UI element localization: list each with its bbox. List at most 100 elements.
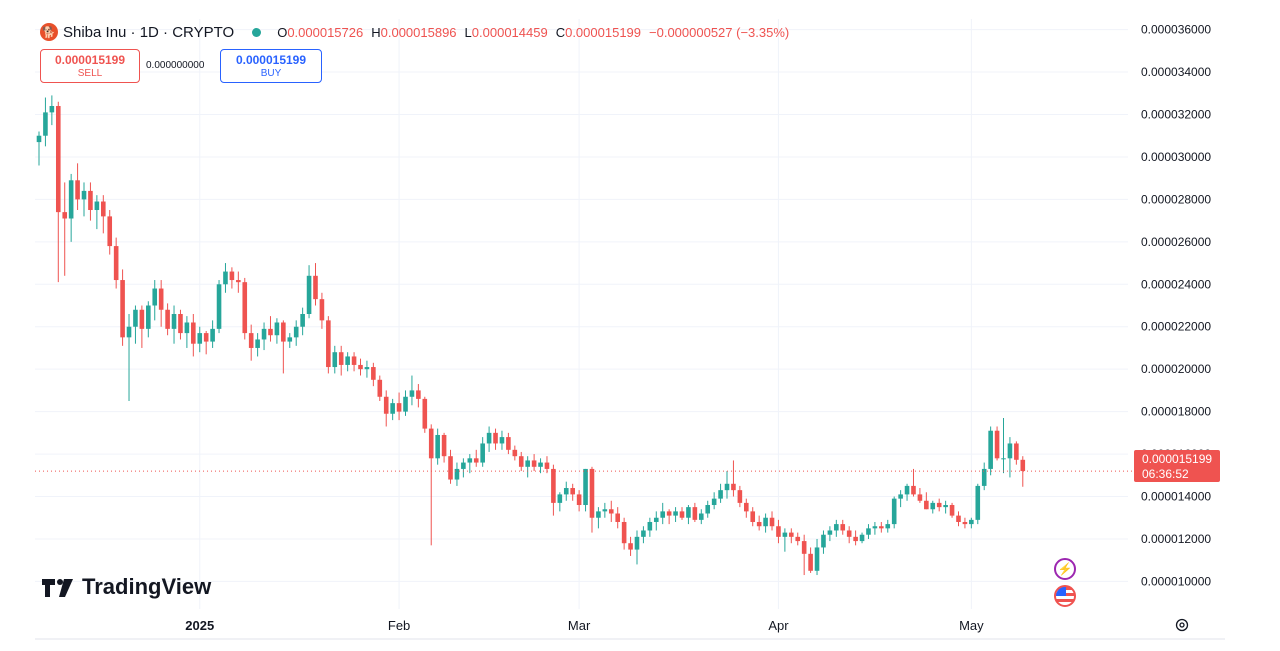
candle xyxy=(364,360,370,378)
candle xyxy=(43,97,48,147)
symbol-title[interactable]: Shiba Inu · 1D · CRYPTO xyxy=(63,23,235,41)
us-flag-icon[interactable] xyxy=(1054,585,1076,607)
candle-body xyxy=(203,333,209,342)
candle-body xyxy=(499,437,505,444)
candle-body xyxy=(692,507,698,520)
candle xyxy=(255,333,260,357)
candle xyxy=(165,303,170,336)
candle xyxy=(949,502,955,518)
candle xyxy=(223,263,228,293)
candle xyxy=(210,320,215,348)
candle-body xyxy=(165,309,170,329)
candle-body xyxy=(435,434,440,459)
candle xyxy=(885,519,891,533)
candle xyxy=(416,384,421,408)
candle xyxy=(338,345,344,376)
candle-body xyxy=(776,526,781,537)
candle xyxy=(88,182,93,221)
open-label: O xyxy=(277,24,288,40)
candle-body xyxy=(718,490,723,499)
candle-body xyxy=(313,275,318,300)
buy-button[interactable]: 0.000015199 BUY xyxy=(220,49,322,83)
y-tick-label: 0.000014000 xyxy=(1141,490,1211,504)
gear-icon[interactable] xyxy=(1174,617,1190,633)
candle-body xyxy=(821,534,826,548)
candle-body xyxy=(332,352,338,368)
candle-body xyxy=(152,288,158,306)
candle-body xyxy=(171,314,177,329)
candle xyxy=(101,195,106,234)
candle xyxy=(461,458,466,478)
candle-body xyxy=(975,485,981,520)
candle-body xyxy=(377,379,383,397)
candle-body xyxy=(969,519,974,525)
candle-body xyxy=(551,468,556,503)
candle xyxy=(821,530,826,554)
candle-body xyxy=(493,432,498,444)
candle-body xyxy=(711,498,717,506)
time-axis[interactable]: 2025 Feb Mar Apr May xyxy=(185,618,984,633)
candle-body xyxy=(673,511,678,516)
candle-body xyxy=(101,201,106,217)
candle xyxy=(261,322,267,351)
x-tick-label: Apr xyxy=(768,618,789,633)
candle-body xyxy=(660,511,666,518)
candle-body xyxy=(300,314,305,327)
candle-body xyxy=(885,524,891,529)
candle-body xyxy=(338,352,344,365)
candle xyxy=(396,392,402,421)
candle xyxy=(936,498,942,512)
symbol-legend: 🐕 Shiba Inu · 1D · CRYPTO O 0.000015726 H… xyxy=(40,22,789,42)
candle xyxy=(731,460,736,497)
candle xyxy=(518,451,524,472)
candle xyxy=(428,424,434,546)
candle-body xyxy=(872,526,878,529)
candle xyxy=(641,526,646,544)
candle-body xyxy=(531,460,537,467)
candle-body xyxy=(782,532,788,537)
sell-button[interactable]: 0.000015199 SELL xyxy=(40,49,140,83)
candle-body xyxy=(563,488,569,495)
candle xyxy=(49,95,55,126)
candle-body xyxy=(789,532,794,537)
candle-body xyxy=(924,500,929,510)
change-value: −0.000000527 (−3.35%) xyxy=(649,24,790,40)
candle xyxy=(801,534,807,576)
candle xyxy=(351,352,357,372)
candle-body xyxy=(795,536,801,542)
candle-body xyxy=(583,468,588,506)
candle xyxy=(313,263,318,306)
candle-body xyxy=(589,468,595,518)
price-axis[interactable]: 0.000036000 0.000034000 0.000032000 0.00003… xyxy=(1141,23,1211,589)
candle xyxy=(81,182,87,217)
candle xyxy=(975,483,981,525)
sell-price: 0.000015199 xyxy=(54,53,126,67)
current-price-value: 0.000015199 xyxy=(1142,452,1213,466)
candle xyxy=(506,432,511,455)
candle xyxy=(287,333,293,348)
candle xyxy=(229,267,235,289)
candle xyxy=(473,449,479,467)
candle-body xyxy=(274,322,280,336)
candle xyxy=(486,426,492,452)
bar-countdown: 06:36:52 xyxy=(1142,467,1189,481)
candle xyxy=(789,528,794,544)
candle-body xyxy=(461,462,466,469)
lightning-icon[interactable]: ⚡ xyxy=(1054,558,1076,580)
candle xyxy=(358,358,363,376)
candle-body xyxy=(255,339,260,348)
candle xyxy=(448,449,453,484)
candle-body xyxy=(326,320,331,368)
market-status-dot-icon[interactable] xyxy=(252,27,262,37)
candle xyxy=(236,271,241,293)
candle xyxy=(345,352,350,372)
candle-body xyxy=(139,309,145,329)
candle xyxy=(981,462,987,491)
candle-body xyxy=(281,322,286,342)
tradingview-logo[interactable]: TradingView xyxy=(42,574,211,600)
candle xyxy=(846,526,852,544)
candle xyxy=(75,163,80,211)
candle xyxy=(499,430,505,450)
candle-body xyxy=(647,521,653,531)
